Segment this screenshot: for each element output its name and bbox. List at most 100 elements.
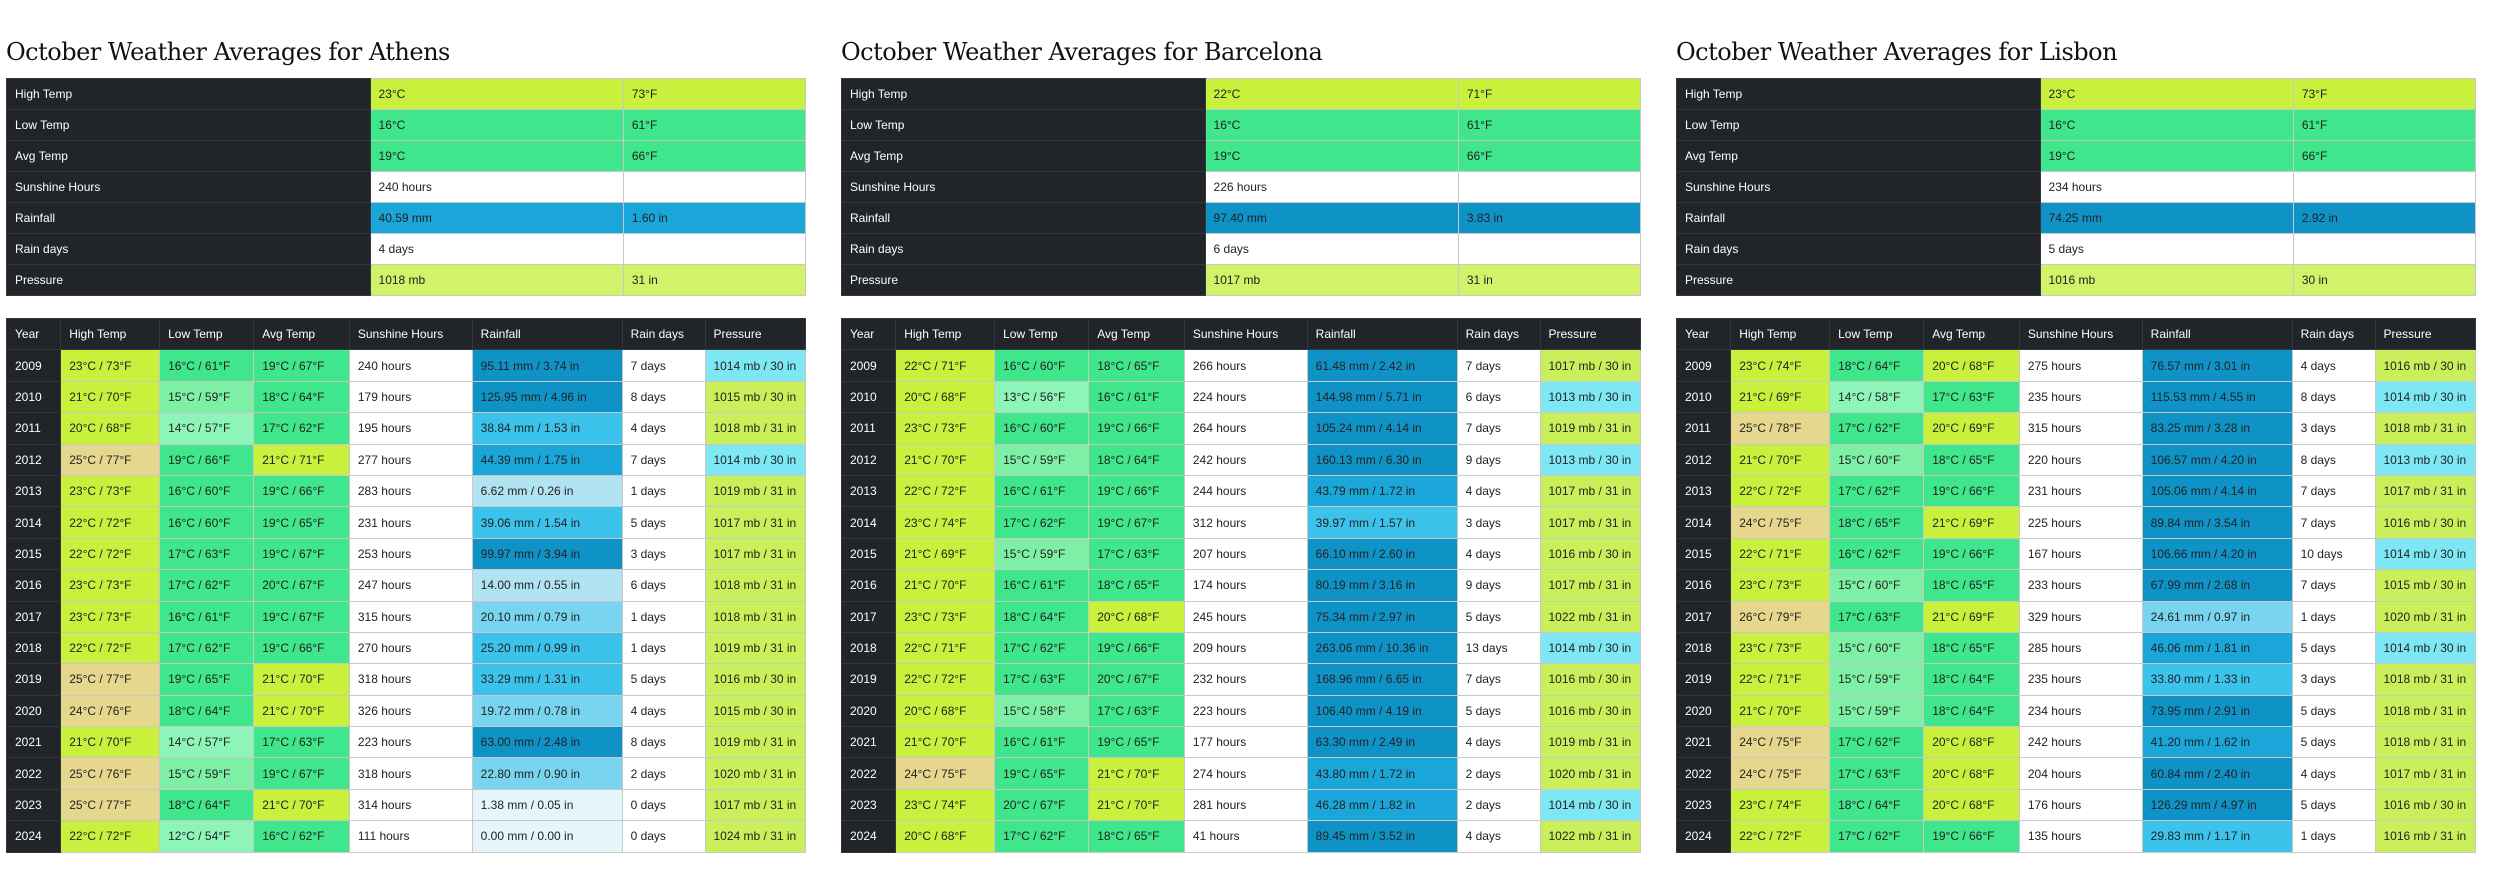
- year-row: 2013 22°C / 72°F 16°C / 61°F 19°C / 66°F 244…: [840, 474, 1641, 508]
- low-temp: 16°C / 61°F: [159, 600, 255, 633]
- summary-label: Sunshine Hours: [6, 171, 371, 203]
- rainfall: 76.57 mm / 3.01 in: [2141, 349, 2293, 382]
- high-temp: 22°C / 72°F: [60, 506, 161, 539]
- rain-days: 6 days: [621, 569, 706, 602]
- avg-temp: 20°C / 68°F: [1923, 757, 2020, 790]
- high-temp: 25°C / 77°F: [60, 443, 161, 476]
- sunshine: 207 hours: [1183, 537, 1308, 571]
- summary-label: Rain days: [1676, 233, 2041, 265]
- year-row: 2024 22°C / 72°F 12°C / 54°F 16°C / 62°F 111…: [5, 820, 806, 853]
- sunshine: 240 hours: [348, 349, 473, 382]
- year: 2023: [5, 788, 62, 822]
- rainfall: 89.45 mm / 3.52 in: [1306, 820, 1458, 853]
- sunshine: 231 hours: [2018, 474, 2143, 508]
- sunshine: 220 hours: [2018, 443, 2143, 476]
- summary-value: [1457, 171, 1642, 203]
- low-temp: 19°C / 65°F: [159, 663, 255, 696]
- sunshine: 244 hours: [1183, 474, 1308, 508]
- sunshine: 264 hours: [1183, 412, 1308, 445]
- avg-temp: 18°C / 65°F: [1088, 569, 1185, 602]
- summary-row: Low Temp 16°C 61°F: [6, 109, 807, 141]
- rainfall: 60.84 mm / 2.40 in: [2141, 757, 2293, 790]
- high-temp: 22°C / 71°F: [895, 631, 996, 665]
- year-row: 2021 24°C / 75°F 17°C / 62°F 20°C / 68°F 242…: [1675, 726, 2476, 759]
- low-temp: 12°C / 54°F: [159, 820, 255, 853]
- summary-label: Low Temp: [1676, 109, 2041, 141]
- low-temp: 13°C / 56°F: [994, 380, 1090, 414]
- low-temp: 18°C / 64°F: [1829, 349, 1925, 382]
- high-temp: 26°C / 79°F: [1730, 600, 1831, 633]
- year-row: 2017 26°C / 79°F 17°C / 63°F 21°C / 69°F 329…: [1675, 600, 2476, 633]
- pressure: 1018 mb / 31 in: [2374, 663, 2476, 696]
- summary-value: 31 in: [1457, 264, 1642, 296]
- year-row: 2017 23°C / 73°F 16°C / 61°F 19°C / 67°F 315…: [5, 600, 806, 633]
- summary-value: 61°F: [622, 109, 807, 141]
- low-temp: 18°C / 64°F: [1829, 788, 1925, 822]
- low-temp: 16°C / 60°F: [994, 412, 1090, 445]
- summary-value: 19°C: [1204, 140, 1459, 172]
- column-header: High Temp: [1730, 317, 1831, 351]
- avg-temp: 19°C / 67°F: [253, 600, 350, 633]
- year: 2024: [5, 820, 62, 853]
- avg-temp: 19°C / 66°F: [1923, 820, 2020, 853]
- low-temp: 17°C / 62°F: [994, 820, 1090, 853]
- high-temp: 22°C / 72°F: [60, 631, 161, 665]
- rainfall: 25.20 mm / 0.99 in: [471, 631, 623, 665]
- year: 2021: [5, 726, 62, 759]
- high-temp: 22°C / 71°F: [895, 349, 996, 382]
- year: 2009: [5, 349, 62, 382]
- pressure: 1013 mb / 30 in: [2374, 443, 2476, 476]
- high-temp: 24°C / 75°F: [895, 757, 996, 790]
- year-row: 2016 23°C / 73°F 17°C / 62°F 20°C / 67°F 247…: [5, 569, 806, 602]
- avg-temp: 18°C / 65°F: [1088, 349, 1185, 382]
- summary-row: Rain days 6 days: [841, 233, 1642, 265]
- year-row: 2020 20°C / 68°F 15°C / 58°F 17°C / 63°F 223…: [840, 694, 1641, 728]
- high-temp: 20°C / 68°F: [895, 694, 996, 728]
- sunshine: 277 hours: [348, 443, 473, 476]
- rainfall: 33.29 mm / 1.31 in: [471, 663, 623, 696]
- low-temp: 20°C / 67°F: [994, 788, 1090, 822]
- pressure: 1018 mb / 31 in: [704, 569, 806, 602]
- avg-temp: 19°C / 65°F: [253, 506, 350, 539]
- low-temp: 17°C / 62°F: [1829, 474, 1925, 508]
- sunshine: 242 hours: [1183, 443, 1308, 476]
- rain-days: 7 days: [621, 443, 706, 476]
- summary-row: Pressure 1016 mb 30 in: [1676, 264, 2477, 296]
- avg-temp: 20°C / 68°F: [1923, 726, 2020, 759]
- pressure: 1018 mb / 31 in: [2374, 694, 2476, 728]
- column-header: Low Temp: [1829, 317, 1925, 351]
- summary-value: 61°F: [2292, 109, 2477, 141]
- rain-days: 7 days: [1456, 412, 1541, 445]
- rainfall: 168.96 mm / 6.65 in: [1306, 663, 1458, 696]
- rainfall: 29.83 mm / 1.17 in: [2141, 820, 2293, 853]
- rainfall: 19.72 mm / 0.78 in: [471, 694, 623, 728]
- year: 2017: [1675, 600, 1732, 633]
- rainfall: 106.40 mm / 4.19 in: [1306, 694, 1458, 728]
- avg-temp: 21°C / 69°F: [1923, 506, 2020, 539]
- column-header: Pressure: [1539, 317, 1641, 351]
- avg-temp: 17°C / 63°F: [253, 726, 350, 759]
- column-header: Year: [840, 317, 897, 351]
- avg-temp: 21°C / 71°F: [253, 443, 350, 476]
- high-temp: 21°C / 70°F: [60, 726, 161, 759]
- pressure: 1017 mb / 31 in: [2374, 757, 2476, 790]
- summary-value: 19°C: [2039, 140, 2294, 172]
- year: 2024: [1675, 820, 1732, 853]
- rain-days: 3 days: [2291, 663, 2376, 696]
- high-temp: 22°C / 72°F: [1730, 474, 1831, 508]
- column-header: Year: [5, 317, 62, 351]
- high-temp: 22°C / 72°F: [895, 474, 996, 508]
- year-row: 2014 22°C / 72°F 16°C / 60°F 19°C / 65°F 231…: [5, 506, 806, 539]
- rainfall: 0.00 mm / 0.00 in: [471, 820, 623, 853]
- low-temp: 17°C / 62°F: [159, 569, 255, 602]
- sunshine: 247 hours: [348, 569, 473, 602]
- column-header: Sunshine Hours: [2018, 317, 2143, 351]
- summary-label: Avg Temp: [841, 140, 1206, 172]
- high-temp: 23°C / 73°F: [60, 349, 161, 382]
- year-row: 2024 20°C / 68°F 17°C / 62°F 18°C / 65°F 41 …: [840, 820, 1641, 853]
- pressure: 1016 mb / 30 in: [1539, 663, 1641, 696]
- year-row: 2010 21°C / 69°F 14°C / 58°F 17°C / 63°F 235…: [1675, 380, 2476, 414]
- sunshine: 326 hours: [348, 694, 473, 728]
- summary-value: 5 days: [2039, 233, 2294, 265]
